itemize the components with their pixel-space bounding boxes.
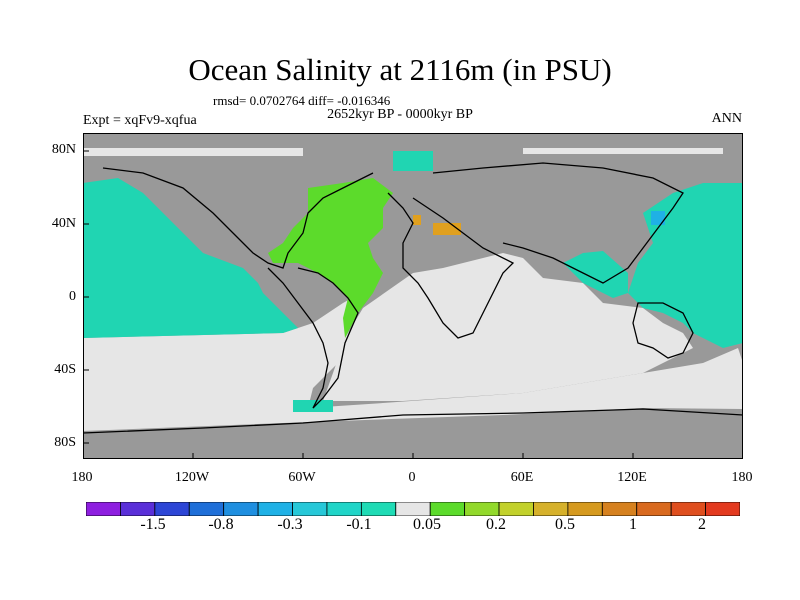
north-atlantic-saltier bbox=[268, 178, 393, 338]
lon-tick-60w: 60W bbox=[288, 470, 316, 485]
colorbar-label: -1.5 bbox=[140, 516, 166, 533]
colorbar-label: -0.3 bbox=[277, 516, 303, 533]
colorbar-label: 2 bbox=[698, 516, 706, 533]
colorbar-cell bbox=[292, 502, 328, 516]
period-label: 2652kyr BP - 0000kyr BP bbox=[327, 107, 473, 122]
colorbar-cell bbox=[120, 502, 156, 516]
coast-antarctica bbox=[83, 408, 743, 434]
colorbar-cell bbox=[188, 502, 225, 516]
lon-tick-180w: 180 bbox=[71, 470, 93, 485]
colorbar-label: 0.05 bbox=[413, 516, 441, 533]
arctic-neutral-east bbox=[523, 148, 723, 154]
experiment-label: Expt = xqFv9-xqfua bbox=[83, 113, 197, 128]
salinity-map bbox=[83, 133, 743, 459]
arctic-fresher bbox=[393, 151, 433, 171]
colorbar-cell bbox=[636, 502, 672, 516]
arctic-neutral bbox=[83, 148, 303, 156]
north-pacific-fresher bbox=[83, 178, 298, 338]
coast-south-america bbox=[267, 267, 359, 409]
colorbar-cell bbox=[567, 502, 603, 516]
colorbar-label: 0.2 bbox=[486, 516, 506, 533]
colorbar-label: -0.1 bbox=[346, 516, 372, 533]
colorbar-cell bbox=[498, 502, 534, 516]
lon-tick-180e: 180 bbox=[731, 470, 753, 485]
colorbar-cell bbox=[223, 502, 259, 516]
indian-ocean-fresher bbox=[563, 251, 628, 298]
coast-asia bbox=[432, 162, 684, 284]
lon-tick-0: 0 bbox=[408, 470, 416, 485]
ocean-regions bbox=[83, 148, 743, 431]
coast-australia bbox=[632, 302, 694, 359]
colorbar-cell bbox=[705, 502, 740, 516]
colorbar-cells bbox=[86, 502, 740, 516]
colorbar-cell bbox=[395, 502, 431, 516]
coast-north-america bbox=[102, 167, 374, 269]
stats-label: rmsd= 0.0702764 diff= -0.016346 bbox=[213, 93, 391, 108]
colorbar-cell bbox=[257, 502, 293, 516]
colorbar-cell bbox=[601, 502, 638, 516]
southern-ocean-neutral bbox=[83, 293, 743, 431]
colorbar-cell bbox=[86, 502, 121, 516]
lat-tick-80n: 80N bbox=[51, 142, 76, 157]
colorbar-label: 1 bbox=[629, 516, 637, 533]
lat-tick-80s: 80S bbox=[54, 435, 76, 450]
season-label: ANN bbox=[711, 111, 742, 126]
colorbar-cell bbox=[154, 502, 190, 516]
lat-tick-40s: 40S bbox=[54, 362, 76, 377]
colorbar-cell bbox=[429, 502, 466, 516]
lat-tick-0: 0 bbox=[69, 289, 76, 304]
map-ticks bbox=[83, 150, 634, 459]
colorbar-cell bbox=[533, 502, 569, 516]
colorbar-cell bbox=[360, 502, 397, 516]
colorbar-label: 0.5 bbox=[555, 516, 575, 533]
south-atlantic-neutral bbox=[323, 253, 693, 401]
colorbar-cell bbox=[670, 502, 706, 516]
lon-tick-120e: 120E bbox=[617, 470, 647, 485]
mediterranean-saltier bbox=[413, 215, 421, 225]
lon-tick-60e: 60E bbox=[510, 470, 534, 485]
kuroshio-blue bbox=[651, 211, 665, 225]
lon-tick-120w: 120W bbox=[174, 470, 210, 485]
page-title: Ocean Salinity at 2116m (in PSU) bbox=[188, 52, 612, 87]
coastlines bbox=[83, 162, 743, 434]
colorbar-cell bbox=[464, 502, 500, 516]
lat-tick-40n: 40N bbox=[51, 216, 76, 231]
colorbar bbox=[86, 502, 740, 516]
colorbar-label: -0.8 bbox=[208, 516, 234, 533]
coast-africa-europe bbox=[387, 192, 515, 339]
weddell-fresher bbox=[293, 400, 333, 412]
colorbar-cell bbox=[326, 502, 362, 516]
